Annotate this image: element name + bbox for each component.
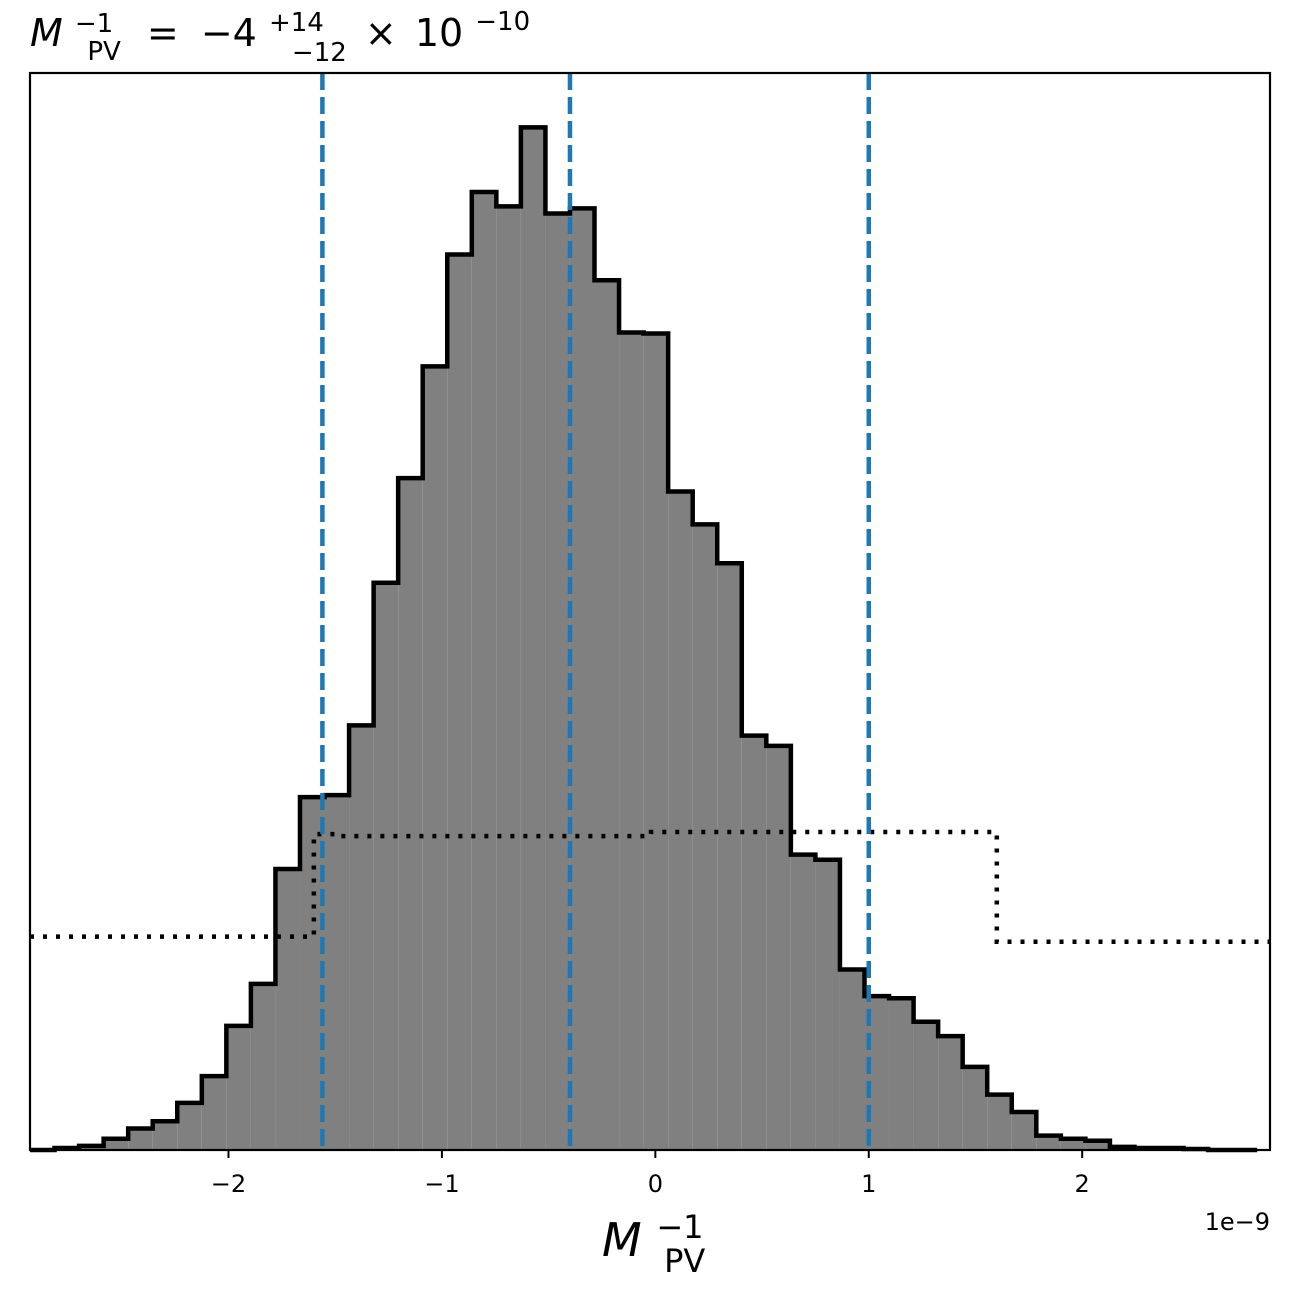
histogram-bar bbox=[987, 1094, 1012, 1150]
histogram-bar bbox=[643, 333, 669, 1150]
histogram-bar bbox=[962, 1066, 988, 1150]
histogram-bar bbox=[324, 795, 350, 1150]
histogram-bar bbox=[766, 745, 791, 1150]
histogram-bar bbox=[226, 1025, 251, 1150]
histogram-bar bbox=[545, 213, 570, 1151]
histogram-bar bbox=[1011, 1112, 1037, 1150]
x-axis-label: M −1 PV bbox=[602, 1195, 718, 1280]
histogram-bar bbox=[520, 127, 546, 1150]
histogram-bar bbox=[619, 332, 644, 1150]
histogram-bar bbox=[373, 582, 399, 1150]
histogram-bar bbox=[594, 280, 620, 1150]
axes-frame bbox=[28, 71, 1272, 1152]
histogram-bar bbox=[471, 191, 497, 1151]
histogram-bar bbox=[692, 524, 718, 1150]
histogram-bar bbox=[275, 868, 300, 1150]
histogram-bar bbox=[839, 969, 865, 1150]
x-axis-ticks: −2 −1 0 1 2 bbox=[211, 1150, 1090, 1198]
histogram-bar bbox=[447, 254, 472, 1151]
x-tick-label: 1 bbox=[861, 1170, 876, 1198]
histogram-bar bbox=[177, 1102, 202, 1150]
histogram-bar bbox=[1036, 1135, 1061, 1150]
histogram-bar bbox=[152, 1121, 178, 1150]
histogram-bar bbox=[1085, 1140, 1110, 1150]
x-tick-label: 0 bbox=[648, 1170, 663, 1198]
chart-title: M −1 PV = −4 +14 −12 × 10 −10 bbox=[30, 0, 530, 70]
histogram-bar bbox=[496, 206, 521, 1151]
histogram-bar bbox=[1060, 1138, 1086, 1150]
histogram-bar bbox=[889, 998, 914, 1150]
histogram-bar bbox=[128, 1128, 153, 1150]
histogram-bar bbox=[250, 983, 276, 1150]
histogram-bar bbox=[422, 366, 448, 1151]
histogram-bar bbox=[668, 491, 693, 1150]
histogram-bar bbox=[938, 1036, 963, 1150]
histogram-bar bbox=[790, 854, 816, 1150]
histogram-bar bbox=[717, 563, 742, 1150]
x-tick-label: −1 bbox=[424, 1170, 459, 1198]
histogram-bar bbox=[398, 478, 423, 1151]
x-tick-label: 2 bbox=[1075, 1170, 1090, 1198]
histogram-bar bbox=[201, 1076, 227, 1150]
histogram-bar bbox=[349, 725, 374, 1150]
x-axis-offset-text: 1e−9 bbox=[1205, 1208, 1270, 1236]
x-tick-label: −2 bbox=[211, 1170, 246, 1198]
histogram-bar bbox=[741, 735, 767, 1150]
histogram-bar bbox=[815, 859, 840, 1150]
histogram-bar bbox=[103, 1138, 129, 1150]
plot-area bbox=[30, 73, 1270, 1153]
posterior-histogram-outline bbox=[30, 125, 1258, 1153]
histogram-bar bbox=[569, 208, 595, 1150]
histogram-bar bbox=[913, 1021, 939, 1150]
